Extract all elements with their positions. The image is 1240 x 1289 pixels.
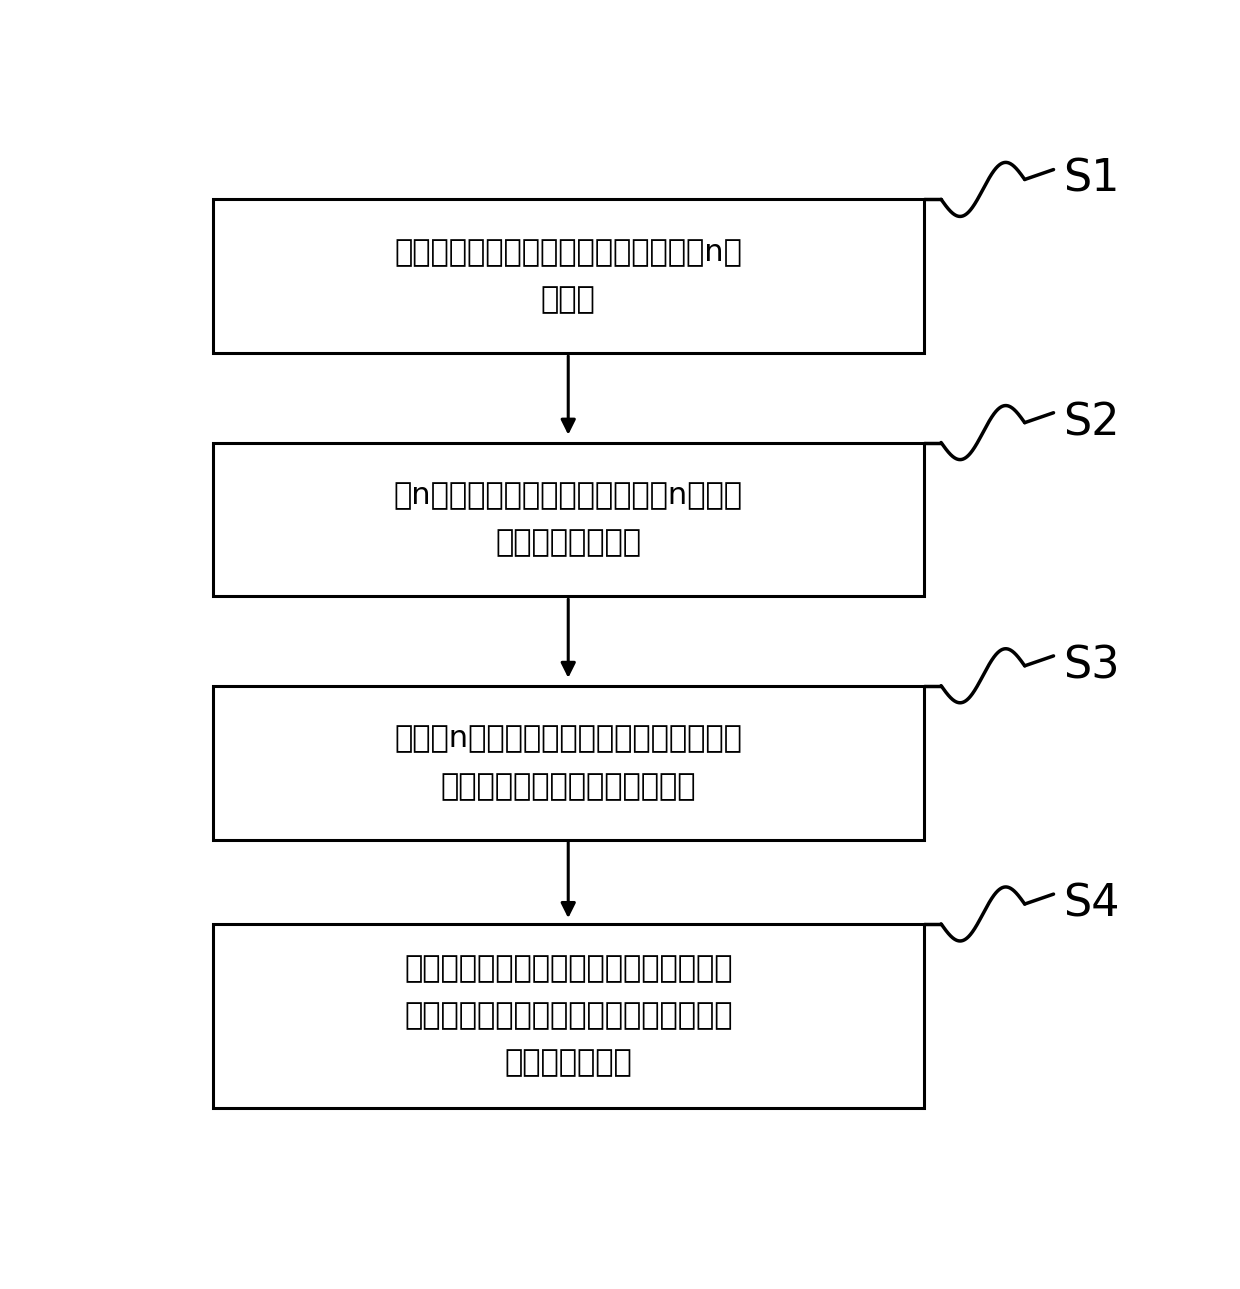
Text: 将光强分段处理得到对应功率谱函数，得
到各个通道对应的光纤探头端面和反射体
表面的绝对距离: 将光强分段处理得到对应功率谱函数，得 到各个通道对应的光纤探头端面和反射体 表面… [404,954,733,1078]
Text: S4: S4 [1063,883,1120,926]
Text: S3: S3 [1063,644,1120,687]
Bar [213,442,924,597]
Bar [213,924,924,1107]
Text: 将所有n路参考光和对应的探测光频域干涉
后的光谱进行整合并记录其光强: 将所有n路参考光和对应的探测光频域干涉 后的光谱进行整合并记录其光强 [394,724,743,800]
Bar [213,686,924,839]
Text: S2: S2 [1063,401,1120,445]
Bar [213,200,924,353]
Text: 将宽带光源按中心波长、工作带宽分为n路
测量光: 将宽带光源按中心波长、工作带宽分为n路 测量光 [394,238,743,315]
Text: S1: S1 [1063,159,1120,201]
Text: 将n路测量光经过光纤探针后返回n段参考
光和对应的探测光: 将n路测量光经过光纤探针后返回n段参考 光和对应的探测光 [394,481,743,558]
